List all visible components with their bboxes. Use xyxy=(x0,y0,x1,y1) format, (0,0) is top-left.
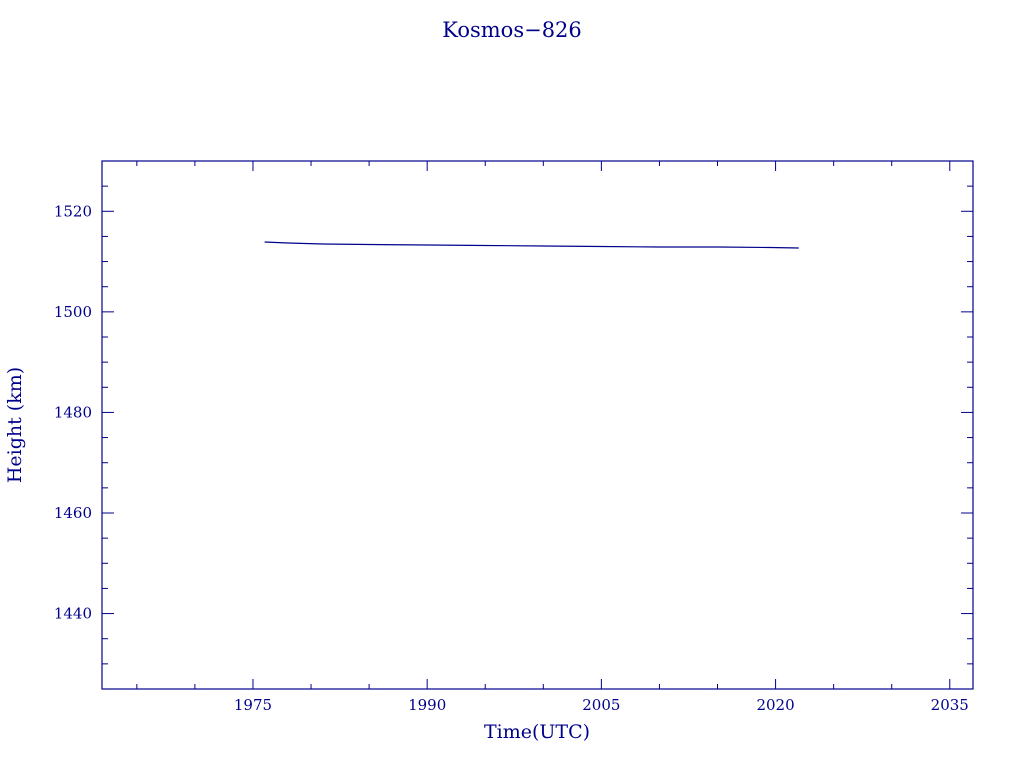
x-tick-label: 1975 xyxy=(234,696,272,714)
x-axis-title: Time(UTC) xyxy=(484,721,590,743)
series-group xyxy=(264,241,799,249)
chart-title: Kosmos−826 xyxy=(442,18,582,42)
x-tick-label: 2035 xyxy=(931,696,969,714)
y-tick-label: 1520 xyxy=(54,202,92,220)
y-tick-label: 1500 xyxy=(54,303,92,321)
x-tick-label: 2005 xyxy=(582,696,620,714)
y-tick-label: 1440 xyxy=(54,605,92,623)
axis-ticks xyxy=(102,160,973,689)
x-tick-label: 1990 xyxy=(408,696,446,714)
y-tick-label: 1460 xyxy=(54,504,92,522)
y-tick-label: 1480 xyxy=(54,403,92,421)
series-line xyxy=(264,241,799,249)
plot-frame xyxy=(101,160,974,690)
tick-labels: 1975 1990 2005 2020 2035 1440 1460 1480 1500 1520 xyxy=(54,202,969,714)
y-axis-title: Height (km) xyxy=(4,367,26,483)
x-tick-label: 2020 xyxy=(756,696,794,714)
